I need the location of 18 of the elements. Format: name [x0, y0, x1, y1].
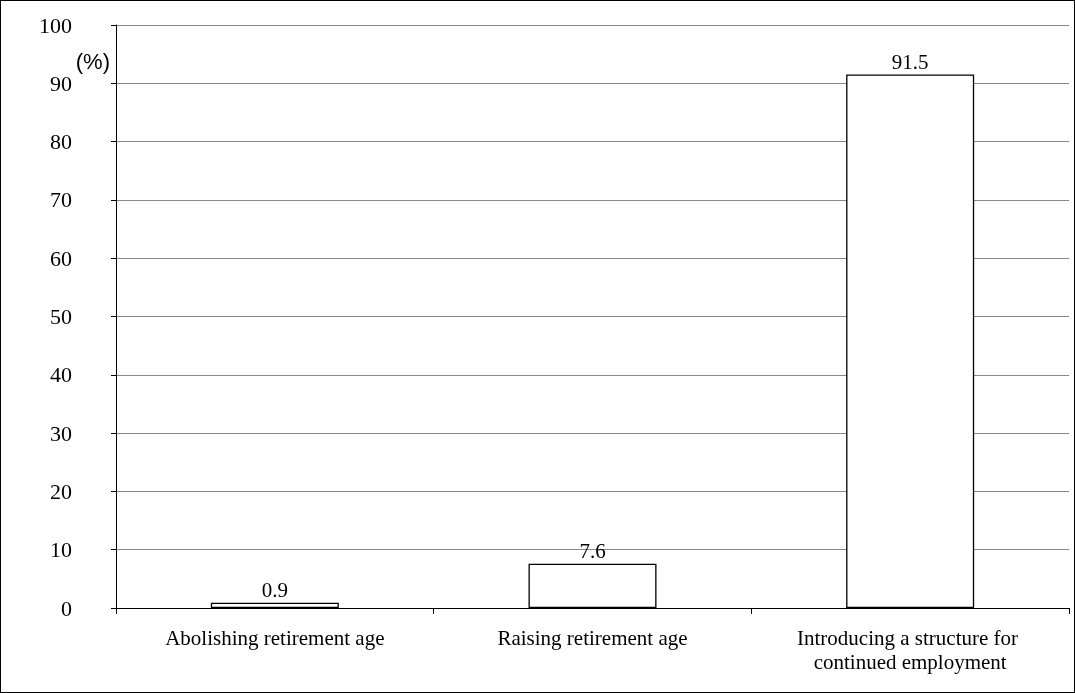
- y-tick-label: 20: [50, 478, 72, 504]
- data-label: 7.6: [579, 539, 606, 564]
- y-tick-label: 90: [50, 70, 72, 96]
- y-tick-label: 50: [50, 304, 72, 329]
- y-tick-label: 100: [39, 12, 72, 38]
- data-label: 0.9: [261, 578, 288, 603]
- y-axis-title: (%): [75, 48, 110, 74]
- y-tick-label: 30: [50, 420, 72, 446]
- y-tick-label: 60: [50, 245, 72, 271]
- x-tick-label: Abolishing retirement age: [165, 626, 385, 650]
- y-tick-label: 80: [50, 129, 72, 155]
- y-tick-label: 40: [50, 362, 72, 388]
- y-tick-label: 70: [50, 187, 72, 213]
- x-tick-label: Raising retirement age: [497, 626, 688, 650]
- data-label: 91.5: [891, 50, 929, 75]
- y-tick-label: 10: [50, 537, 72, 563]
- x-tick-label: Introducing a structure for continued employment: [797, 626, 1024, 674]
- y-tick-label: 0: [61, 595, 72, 621]
